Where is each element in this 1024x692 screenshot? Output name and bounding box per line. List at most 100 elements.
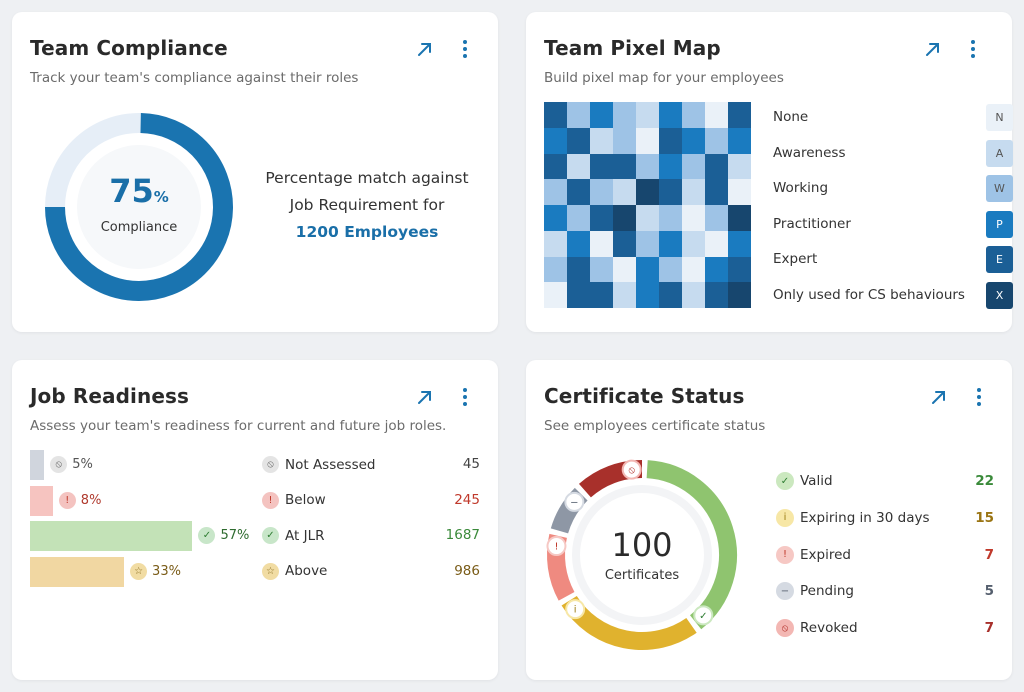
pixel-cell bbox=[636, 230, 659, 257]
readiness-count: 45 bbox=[462, 456, 480, 472]
pixel-cell bbox=[567, 153, 590, 180]
certificate-count: 7 bbox=[984, 620, 994, 637]
pixel-cell bbox=[544, 230, 567, 257]
certificate-count: 7 bbox=[984, 546, 994, 563]
more-options-icon[interactable] bbox=[968, 386, 990, 408]
pixel-cell bbox=[705, 230, 728, 257]
pixel-cell bbox=[636, 205, 659, 231]
job-readiness-card: Job Readiness Assess your team's readine… bbox=[12, 360, 498, 680]
legend-row: Only used for CS behaviours X bbox=[773, 281, 1013, 310]
certificate-status-card: Certificate Status See employees certifi… bbox=[526, 360, 1012, 680]
certificate-count: 5 bbox=[984, 583, 994, 600]
pixel-cell bbox=[728, 127, 751, 154]
readiness-legend-item: ! Below bbox=[262, 491, 326, 509]
pixel-cell bbox=[659, 153, 682, 180]
legend-code-badge: A bbox=[986, 139, 1013, 167]
readiness-bar bbox=[30, 485, 53, 516]
pixel-cell bbox=[682, 256, 705, 283]
pixel-cell bbox=[728, 205, 751, 231]
pixel-cell bbox=[682, 205, 705, 231]
status-icon: ! bbox=[262, 491, 279, 509]
card-subtitle: Build pixel map for your employees bbox=[544, 70, 784, 86]
pixel-cell bbox=[590, 179, 613, 205]
pixel-cell bbox=[705, 179, 728, 205]
expand-arrow-icon[interactable] bbox=[414, 386, 436, 408]
legend-label: Expert bbox=[773, 251, 818, 267]
legend-label: Only used for CS behaviours bbox=[773, 286, 965, 303]
pixel-cell bbox=[682, 179, 705, 205]
legend-row: Expert E bbox=[773, 246, 1013, 274]
pixel-cell bbox=[590, 230, 613, 257]
pixel-cell bbox=[613, 230, 636, 257]
status-icon: ⦸ bbox=[50, 456, 68, 473]
certificate-segment bbox=[646, 460, 737, 630]
pixel-cell bbox=[544, 153, 567, 180]
pixel-cell bbox=[590, 102, 613, 128]
status-icon: ☆ bbox=[130, 562, 148, 580]
legend-label: Working bbox=[773, 180, 829, 196]
pixel-cell bbox=[544, 282, 567, 308]
card-subtitle: See employees certificate status bbox=[544, 418, 766, 434]
legend-row: Working W bbox=[773, 175, 1013, 203]
legend-row: None N bbox=[773, 104, 1013, 132]
certificate-total: 100 bbox=[611, 526, 673, 564]
status-icon: i bbox=[776, 508, 794, 527]
readiness-pct: ⦸ 5% bbox=[50, 456, 93, 473]
card-title: Team Pixel Map bbox=[544, 36, 721, 60]
segment-badge bbox=[565, 599, 586, 620]
expand-arrow-icon[interactable] bbox=[414, 38, 436, 60]
more-options-icon[interactable] bbox=[454, 386, 476, 408]
legend-label: Practitioner bbox=[773, 215, 851, 232]
employee-count: 1200 Employees bbox=[295, 223, 439, 241]
pixel-cell bbox=[544, 205, 567, 231]
pixel-cell bbox=[567, 127, 590, 154]
certificate-total-label: Certificates bbox=[604, 568, 680, 583]
pixel-cell bbox=[567, 282, 590, 308]
card-title: Team Compliance bbox=[30, 36, 228, 60]
pixel-cell bbox=[636, 102, 659, 128]
certificate-legend-item: − Pending bbox=[776, 582, 854, 601]
readiness-pct: ☆ 33% bbox=[130, 562, 181, 580]
expand-arrow-icon[interactable] bbox=[922, 38, 944, 60]
segment-badge-icon: i bbox=[574, 605, 577, 616]
compliance-description: Percentage match against Job Requirement… bbox=[252, 165, 482, 246]
readiness-bar bbox=[30, 521, 193, 551]
pixel-cell bbox=[544, 127, 567, 154]
pixel-cell bbox=[728, 102, 751, 128]
pixel-cell bbox=[590, 153, 613, 180]
legend-code-badge: X bbox=[986, 281, 1013, 309]
readiness-count: 1687 bbox=[445, 527, 480, 543]
pixel-cell bbox=[613, 205, 636, 231]
more-options-icon[interactable] bbox=[962, 38, 984, 60]
more-options-icon[interactable] bbox=[454, 38, 476, 60]
status-icon: ! bbox=[58, 491, 76, 509]
legend-code-badge: E bbox=[986, 246, 1013, 273]
pixel-cell bbox=[659, 102, 682, 128]
pixel-cell bbox=[705, 102, 728, 128]
pixel-cell bbox=[659, 256, 682, 283]
team-compliance-card: Team Compliance Track your team's compli… bbox=[12, 12, 498, 332]
readiness-bar bbox=[30, 556, 125, 587]
pixel-cell bbox=[636, 179, 659, 205]
pixel-cell bbox=[682, 127, 705, 154]
status-icon: − bbox=[776, 582, 794, 601]
certificate-legend-item: i Expiring in 30 days bbox=[776, 508, 930, 527]
certificate-count: 15 bbox=[975, 509, 994, 526]
segment-badge-icon: ! bbox=[554, 542, 558, 553]
pixel-cell bbox=[728, 179, 751, 205]
status-icon: ✓ bbox=[776, 472, 794, 490]
pixel-cell bbox=[613, 179, 636, 205]
status-icon: ☆ bbox=[262, 562, 279, 580]
pixel-cell bbox=[705, 256, 728, 283]
readiness-pct: ! 8% bbox=[58, 491, 101, 509]
status-icon: ! bbox=[776, 545, 794, 564]
legend-label: Awareness bbox=[773, 144, 846, 161]
card-subtitle: Assess your team's readiness for current… bbox=[30, 418, 447, 434]
status-icon: ⦸ bbox=[262, 456, 279, 473]
donut-core bbox=[580, 493, 704, 617]
certificate-legend-item: ! Expired bbox=[776, 545, 851, 564]
expand-arrow-icon[interactable] bbox=[928, 386, 950, 408]
pixel-cell bbox=[659, 230, 682, 257]
pixel-cell bbox=[659, 127, 682, 154]
pixel-cell bbox=[636, 153, 659, 180]
